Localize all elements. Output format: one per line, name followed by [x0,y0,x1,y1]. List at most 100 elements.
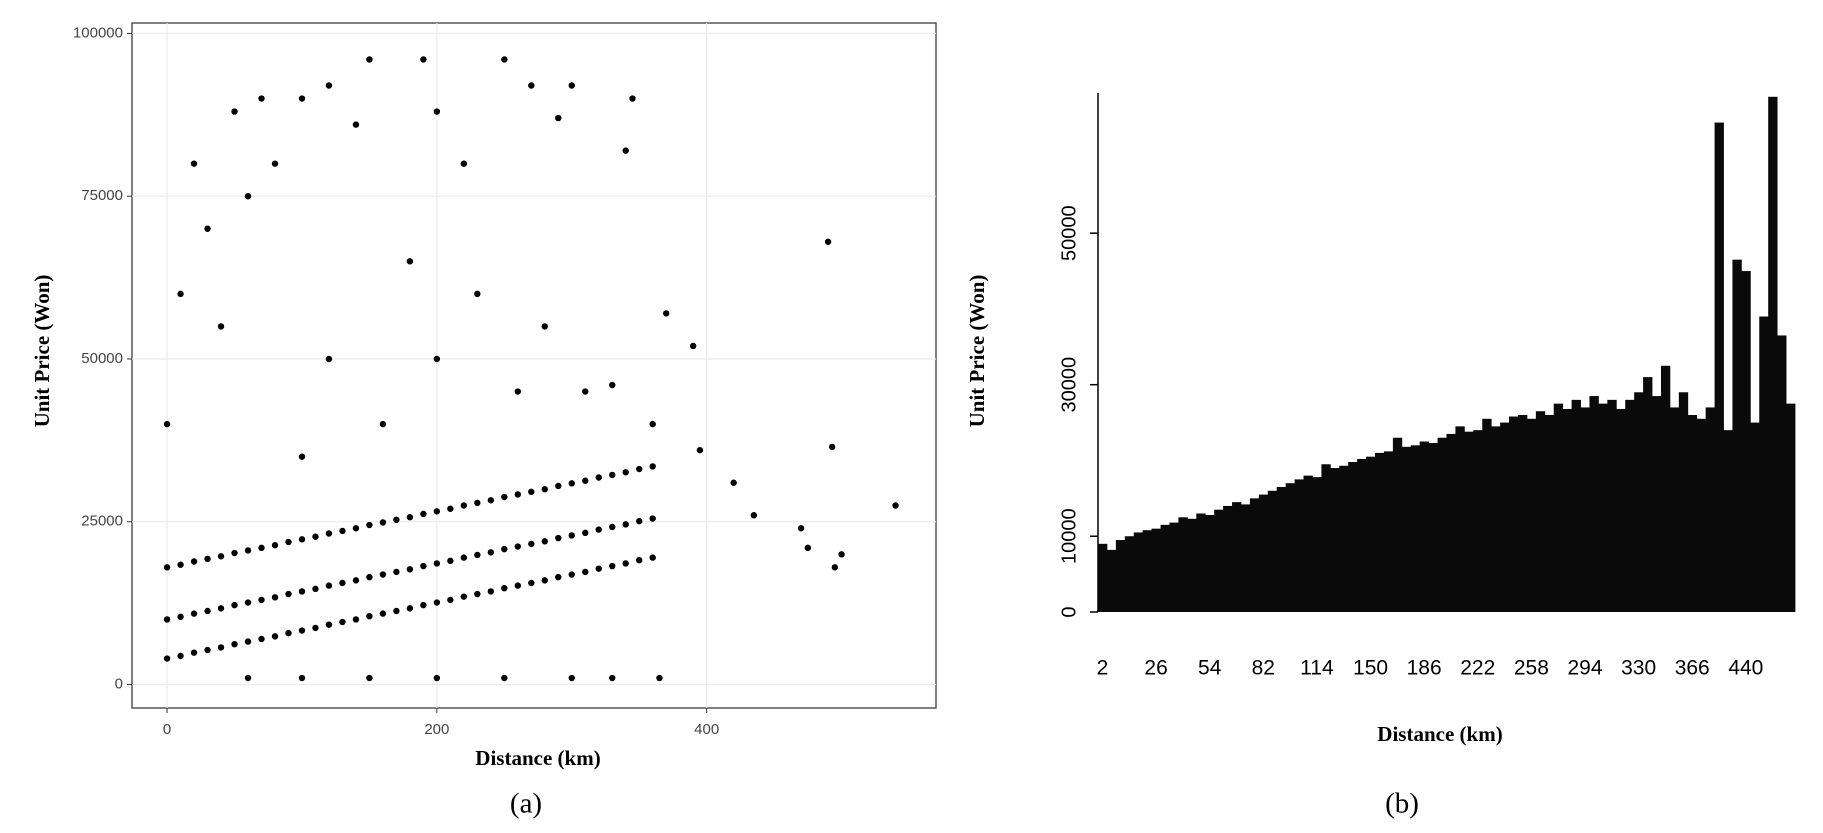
bar [1634,392,1644,612]
bar [1124,536,1135,612]
point [352,525,360,532]
point [285,538,292,546]
bar [1410,445,1421,612]
point [406,514,414,521]
bar [1616,408,1626,612]
point [204,607,211,615]
bar [1258,494,1269,612]
point [163,616,171,623]
x-tick-label: 222 [1460,657,1495,680]
point [190,610,198,617]
point [460,554,468,561]
point [609,562,616,570]
point [636,465,643,473]
point [568,571,575,578]
point [312,585,319,593]
point [649,515,656,522]
point [177,613,184,621]
bar [1312,477,1322,612]
point [298,95,306,102]
point [609,674,616,682]
point [460,160,468,167]
point [804,544,812,552]
x-tick-label: 366 [1675,657,1710,680]
bar [1160,524,1170,612]
point [339,618,346,626]
bar [1223,505,1233,612]
point [244,193,252,200]
point [689,342,697,350]
point [177,561,184,568]
point [298,453,306,460]
point [420,562,427,570]
point [568,532,575,539]
y-tick-label: 25000 [81,513,123,530]
x-tick-label: 0 [163,721,171,738]
x-tick-label: 294 [1567,657,1602,680]
point [217,323,225,330]
point [838,551,845,558]
point [528,579,535,587]
point [231,108,238,115]
bar [1428,443,1438,612]
point [487,588,495,595]
point [406,566,414,573]
bar [1777,335,1787,612]
point [271,594,279,601]
point [298,588,306,595]
bar [1267,490,1278,612]
point [366,573,373,581]
point [831,564,839,571]
point [474,551,481,559]
point [514,491,522,498]
point [501,493,508,501]
x-tick-label: 54 [1198,657,1222,680]
bar [1455,426,1465,612]
point [555,482,562,490]
point [824,238,832,245]
y-tick-label: 30000 [1058,357,1080,413]
point [420,56,427,63]
point [190,160,198,167]
bar [1437,437,1447,612]
bar [1187,518,1197,612]
point [204,555,211,563]
bar [1098,543,1108,612]
point [696,446,704,454]
point [528,488,535,496]
point [730,479,737,486]
point [433,508,441,515]
point [258,596,265,604]
point [366,56,373,63]
bar [1482,418,1492,612]
point [312,624,319,632]
bar [1732,259,1742,612]
point [231,640,238,648]
x-tick-label: 82 [1252,657,1275,680]
bar [1598,403,1608,612]
point [271,160,279,167]
y-tick-label: 10000 [1058,508,1080,564]
point [285,590,292,598]
point [433,560,441,567]
x-tick-label: 330 [1621,657,1656,680]
bar [1607,399,1617,612]
point [244,638,252,645]
point [271,542,279,549]
point [163,420,171,428]
bar [1446,433,1456,612]
point [366,674,373,682]
bar [1205,515,1215,612]
bar [1589,396,1599,612]
bar [1473,430,1483,612]
bar [1786,403,1796,612]
bar [1625,399,1635,612]
point [312,533,319,540]
bar [1714,122,1724,613]
point [663,310,670,317]
bar [1768,96,1778,612]
x-tick-label: 200 [424,721,449,738]
point [649,420,656,428]
point [244,674,252,682]
bar [1133,532,1144,612]
